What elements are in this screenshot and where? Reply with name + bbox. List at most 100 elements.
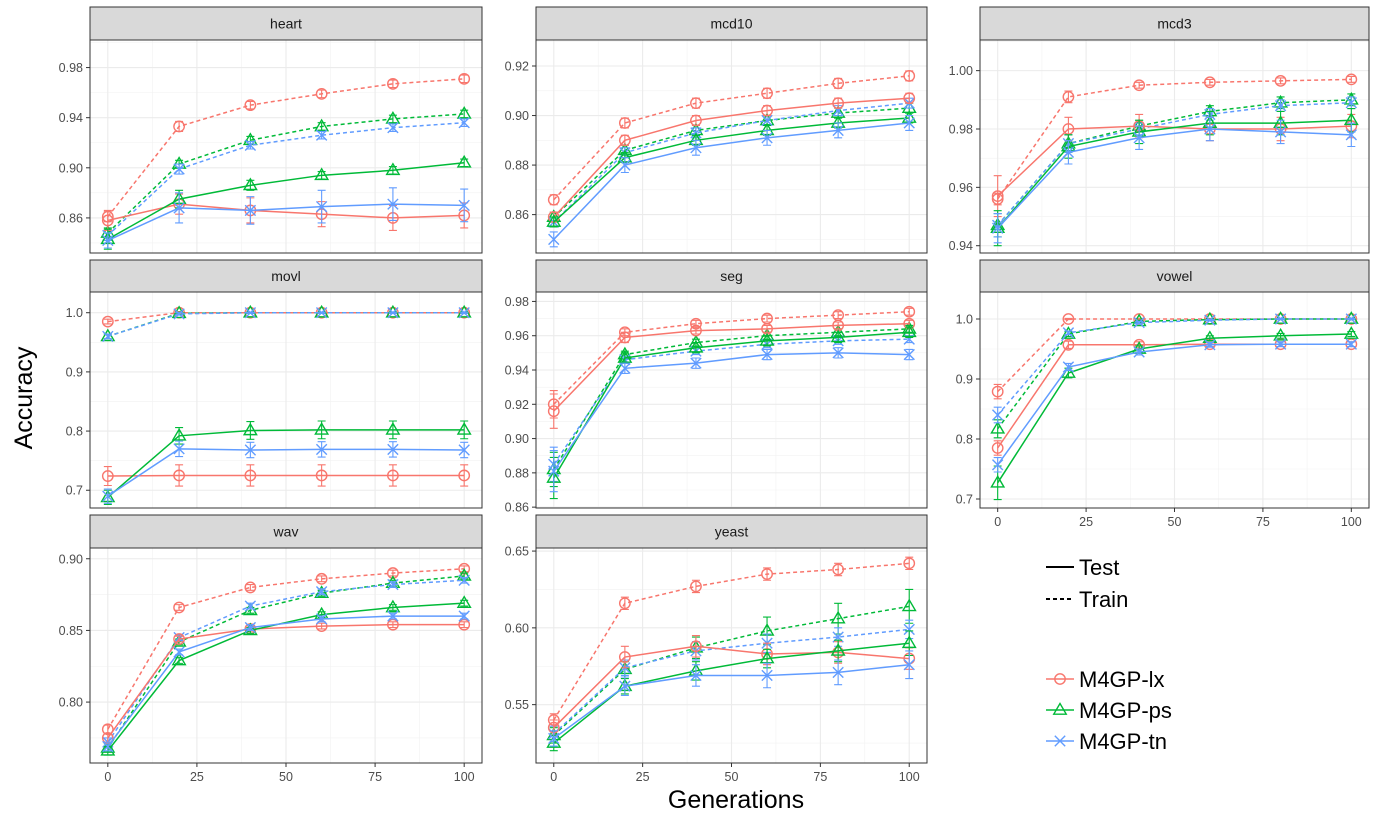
panel-border xyxy=(89,291,483,509)
circle-marker xyxy=(690,97,702,110)
x-marker xyxy=(387,122,399,134)
circle-marker xyxy=(1054,673,1066,685)
x-tick-label: 0 xyxy=(104,770,111,784)
series-M4GP-tn-test xyxy=(102,610,470,753)
error-bar xyxy=(905,307,914,316)
x-marker xyxy=(1345,338,1358,350)
triangle-marker xyxy=(1273,327,1289,341)
panel-border xyxy=(979,39,1370,254)
circle-marker xyxy=(547,405,560,418)
x-marker xyxy=(244,444,257,456)
series-M4GP-ps-test xyxy=(546,324,917,500)
x-marker xyxy=(244,307,257,319)
error-bar xyxy=(549,216,558,228)
circle-marker xyxy=(173,633,185,645)
triangle-marker xyxy=(171,427,187,441)
facet-strip xyxy=(535,514,928,549)
y-tick-label: 0.90 xyxy=(59,552,83,566)
y-tick-label: 0.9 xyxy=(66,365,83,379)
circle-marker xyxy=(903,305,916,318)
circle-marker xyxy=(1133,79,1146,92)
y-axis-title: Accuracy xyxy=(10,346,38,449)
circle-marker xyxy=(173,469,185,482)
circle-marker xyxy=(618,651,631,663)
x-tick-label: 25 xyxy=(636,770,650,784)
series-M4GP-tn-test xyxy=(991,116,1358,244)
error-bar xyxy=(834,562,843,577)
error-bar xyxy=(388,464,397,487)
x-marker xyxy=(1274,126,1287,138)
legend-key-m4gp-tn xyxy=(1046,735,1074,747)
series-line xyxy=(553,663,910,740)
x-tick-label: 75 xyxy=(813,770,827,784)
series-M4GP-lx-train xyxy=(547,556,916,727)
error-bar xyxy=(1347,75,1356,83)
facet-strip xyxy=(89,6,483,41)
x-marker xyxy=(1133,316,1145,329)
triangle-marker xyxy=(759,332,775,346)
y-tick-label: 0.98 xyxy=(505,295,529,309)
triangle-marker xyxy=(314,118,330,132)
x-marker xyxy=(619,680,631,692)
circle-marker xyxy=(832,97,845,110)
facet-strip xyxy=(89,514,483,549)
x-marker xyxy=(102,740,114,753)
circle-marker xyxy=(1062,90,1075,103)
y-tick-label: 0.94 xyxy=(59,111,83,125)
x-marker xyxy=(1274,99,1287,112)
series-line xyxy=(997,119,1352,229)
error-bar xyxy=(103,318,112,325)
error-bar xyxy=(103,466,112,487)
triangle-marker xyxy=(314,304,330,318)
circle-marker xyxy=(387,77,399,90)
circle-marker xyxy=(690,640,702,653)
triangle-marker xyxy=(385,421,401,435)
triangle-marker xyxy=(1052,702,1068,715)
triangle-marker xyxy=(314,421,330,435)
x-marker xyxy=(903,117,915,129)
series-line xyxy=(553,331,910,479)
circle-marker xyxy=(618,134,631,147)
series-line xyxy=(553,75,910,201)
facet-label: vowel xyxy=(1157,268,1193,284)
x-marker xyxy=(761,348,773,361)
panel-border xyxy=(535,291,928,509)
x-marker xyxy=(458,199,470,212)
x-marker xyxy=(387,198,399,210)
x-marker xyxy=(1062,361,1075,373)
triangle-marker xyxy=(688,339,704,353)
x-marker xyxy=(244,204,257,217)
series-line xyxy=(553,562,910,721)
series-line xyxy=(553,328,910,470)
circle-marker xyxy=(315,469,328,482)
triangle-marker xyxy=(990,474,1006,488)
triangle-marker xyxy=(385,304,401,318)
circle-marker xyxy=(547,193,560,206)
triangle-marker xyxy=(830,610,846,624)
series-line xyxy=(553,310,910,405)
x-marker xyxy=(548,465,560,477)
facet-label: yeast xyxy=(715,524,749,540)
x-tick-label: 100 xyxy=(899,770,920,784)
series-M4GP-ps-test xyxy=(100,420,472,505)
x-marker xyxy=(690,142,702,154)
x-marker xyxy=(1133,346,1145,358)
x-marker xyxy=(315,443,328,456)
circle-marker xyxy=(690,580,702,593)
facet-strip xyxy=(89,259,483,293)
error-bar xyxy=(905,556,914,571)
x-marker xyxy=(1274,313,1287,325)
series-M4GP-lx-train xyxy=(101,562,471,736)
panel-yeast: yeast 0.55 0.60 0.65 0 25 50 75 100 xyxy=(505,514,928,784)
legend-label-m4gp-ps: M4GP-ps xyxy=(1079,698,1172,723)
x-marker xyxy=(1054,735,1066,747)
error-bar xyxy=(620,596,629,610)
panel-mcd10: mcd10 0.86 0.88 0.90 0.92 xyxy=(505,6,928,254)
x-marker xyxy=(102,234,114,247)
x-marker xyxy=(387,578,399,591)
circle-marker xyxy=(761,104,773,117)
y-tick-label: 0.88 xyxy=(505,466,529,480)
x-tick-label: 75 xyxy=(1256,515,1270,529)
circle-marker xyxy=(1062,338,1075,351)
circle-marker xyxy=(458,469,471,482)
